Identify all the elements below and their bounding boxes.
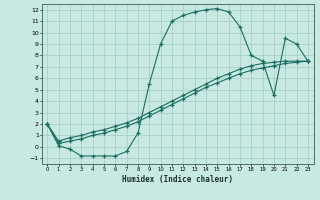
X-axis label: Humidex (Indice chaleur): Humidex (Indice chaleur): [122, 175, 233, 184]
